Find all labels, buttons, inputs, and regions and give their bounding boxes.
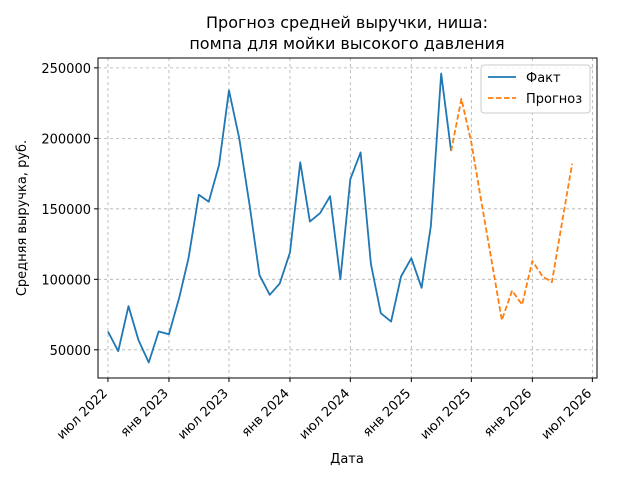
y-tick-label: 250000 [41,62,91,77]
grid [98,58,597,378]
y-tick-label: 200000 [41,132,91,147]
x-axis-label: Дата [330,452,364,467]
x-tick-label: июл 2026 [539,386,596,443]
y-tick-label: 50000 [50,344,91,359]
x-tick-label: июл 2024 [297,386,354,443]
y-tick-label: 100000 [41,273,91,288]
chart-title-line-2: помпа для мойки высокого давления [189,34,504,53]
x-tick-label: июл 2023 [175,386,232,443]
plot-frame [97,57,598,379]
series-line-fact [107,72,453,364]
x-tick-label: янв 2026 [481,386,535,440]
x-tick-label: янв 2025 [360,386,414,440]
legend-label-forecast: Прогноз [526,92,582,107]
legend-label-fact: Факт [526,71,561,86]
x-tick-label: янв 2024 [239,386,293,440]
x-tick-label: янв 2023 [118,386,172,440]
series-line-forecast [450,97,574,322]
series-layer [107,72,574,364]
y-axis-label: Средняя выручка, руб. [15,140,30,296]
chart-title-line-1: Прогноз средней выручки, ниша: [206,13,488,32]
x-tick-label: июл 2025 [418,386,475,443]
y-tick-label: 150000 [41,203,91,218]
legend: Факт Прогноз [480,64,591,114]
x-tick-label: июл 2022 [54,386,111,443]
